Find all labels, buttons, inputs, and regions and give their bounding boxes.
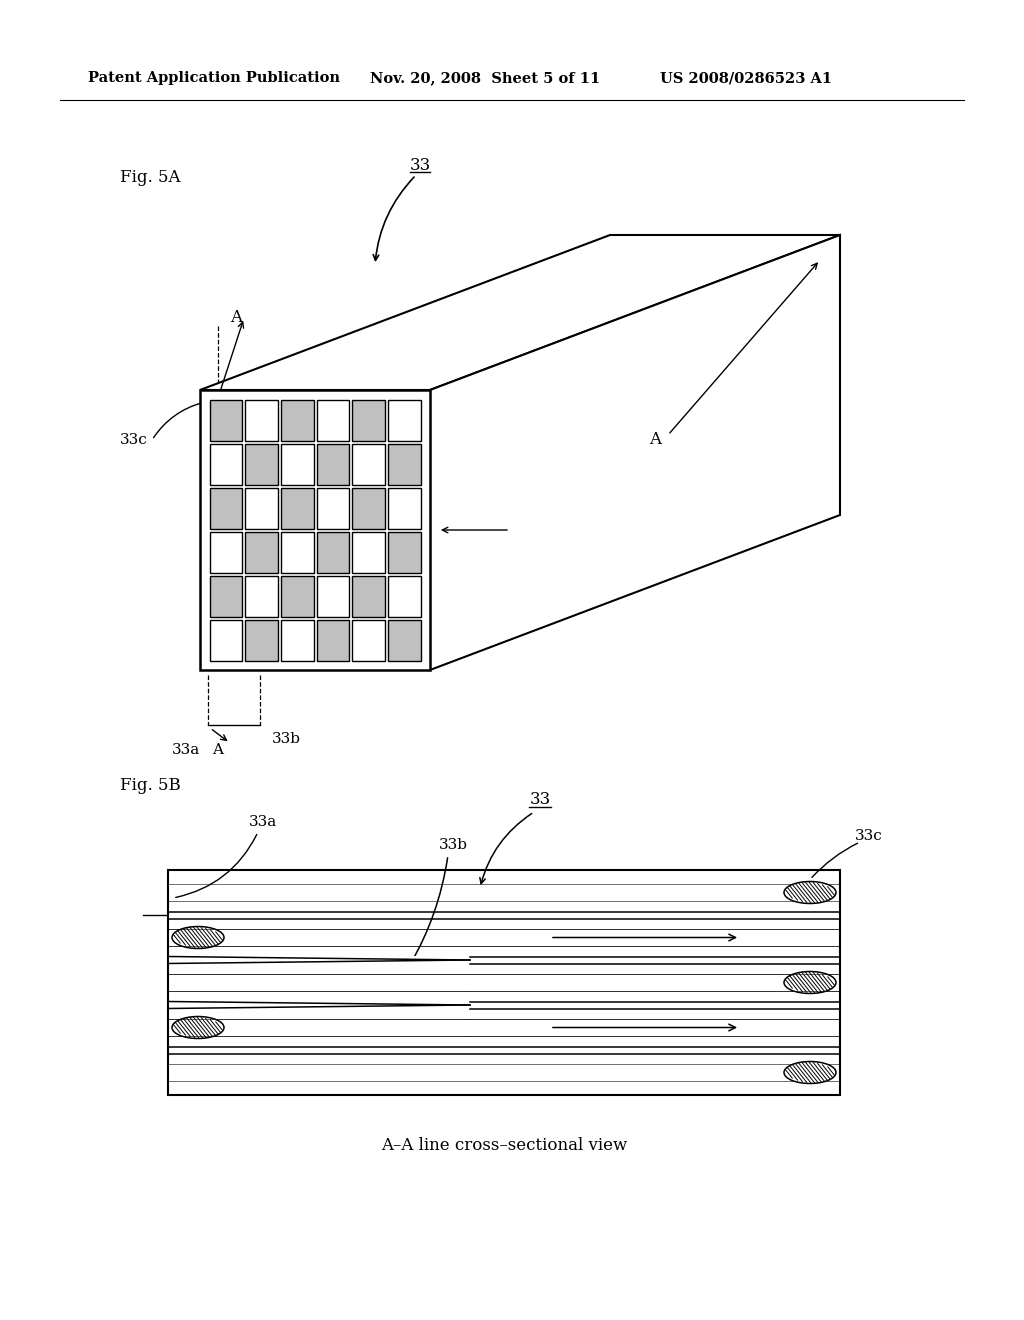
Text: A: A (649, 432, 662, 449)
Text: A: A (212, 743, 223, 756)
Bar (316, 619, 349, 660)
Bar (352, 619, 385, 660)
Bar (281, 400, 313, 441)
Bar (245, 487, 278, 528)
Bar (316, 532, 349, 573)
Bar (210, 576, 242, 616)
Bar (352, 576, 385, 616)
Text: 33a: 33a (172, 743, 200, 756)
Bar (316, 444, 349, 484)
Bar (388, 576, 421, 616)
Bar (281, 619, 313, 660)
Bar (388, 487, 421, 528)
Ellipse shape (172, 1016, 224, 1039)
Bar (210, 400, 242, 441)
Bar (245, 444, 278, 484)
Bar (316, 400, 349, 441)
Bar (210, 532, 242, 573)
Bar (388, 444, 421, 484)
Text: 33: 33 (529, 792, 551, 808)
Bar (281, 532, 313, 573)
Text: 33c: 33c (855, 829, 883, 843)
Text: Nov. 20, 2008  Sheet 5 of 11: Nov. 20, 2008 Sheet 5 of 11 (370, 71, 600, 84)
Polygon shape (200, 389, 430, 671)
Text: A–A line cross–sectional view: A–A line cross–sectional view (381, 1137, 627, 1154)
Text: US 2008/0286523 A1: US 2008/0286523 A1 (660, 71, 833, 84)
Bar (316, 576, 349, 616)
Ellipse shape (784, 1061, 836, 1084)
Bar (388, 619, 421, 660)
Text: 33b: 33b (272, 733, 301, 746)
Text: 33: 33 (410, 157, 431, 173)
Bar (245, 532, 278, 573)
Text: Fig. 5B: Fig. 5B (120, 776, 181, 793)
Text: Fig. 5A: Fig. 5A (120, 169, 180, 186)
Text: A: A (230, 309, 242, 326)
Bar (388, 400, 421, 441)
Ellipse shape (172, 927, 224, 949)
Bar (210, 444, 242, 484)
Bar (316, 487, 349, 528)
Bar (281, 487, 313, 528)
Bar (210, 487, 242, 528)
Bar (169, 956, 839, 965)
Bar (352, 532, 385, 573)
Text: Patent Application Publication: Patent Application Publication (88, 71, 340, 84)
Ellipse shape (784, 972, 836, 994)
Bar (168, 870, 840, 1096)
Bar (352, 400, 385, 441)
Bar (169, 1001, 839, 1010)
Bar (352, 444, 385, 484)
Text: 33a: 33a (249, 814, 278, 829)
Text: 33b: 33b (438, 838, 468, 851)
Bar (245, 400, 278, 441)
Bar (210, 619, 242, 660)
Polygon shape (200, 235, 840, 389)
Text: 33c: 33c (120, 433, 148, 447)
Bar (281, 444, 313, 484)
Ellipse shape (784, 882, 836, 903)
Polygon shape (430, 235, 840, 671)
Bar (352, 487, 385, 528)
Bar (388, 532, 421, 573)
Bar (281, 576, 313, 616)
Bar (245, 619, 278, 660)
Bar (245, 576, 278, 616)
